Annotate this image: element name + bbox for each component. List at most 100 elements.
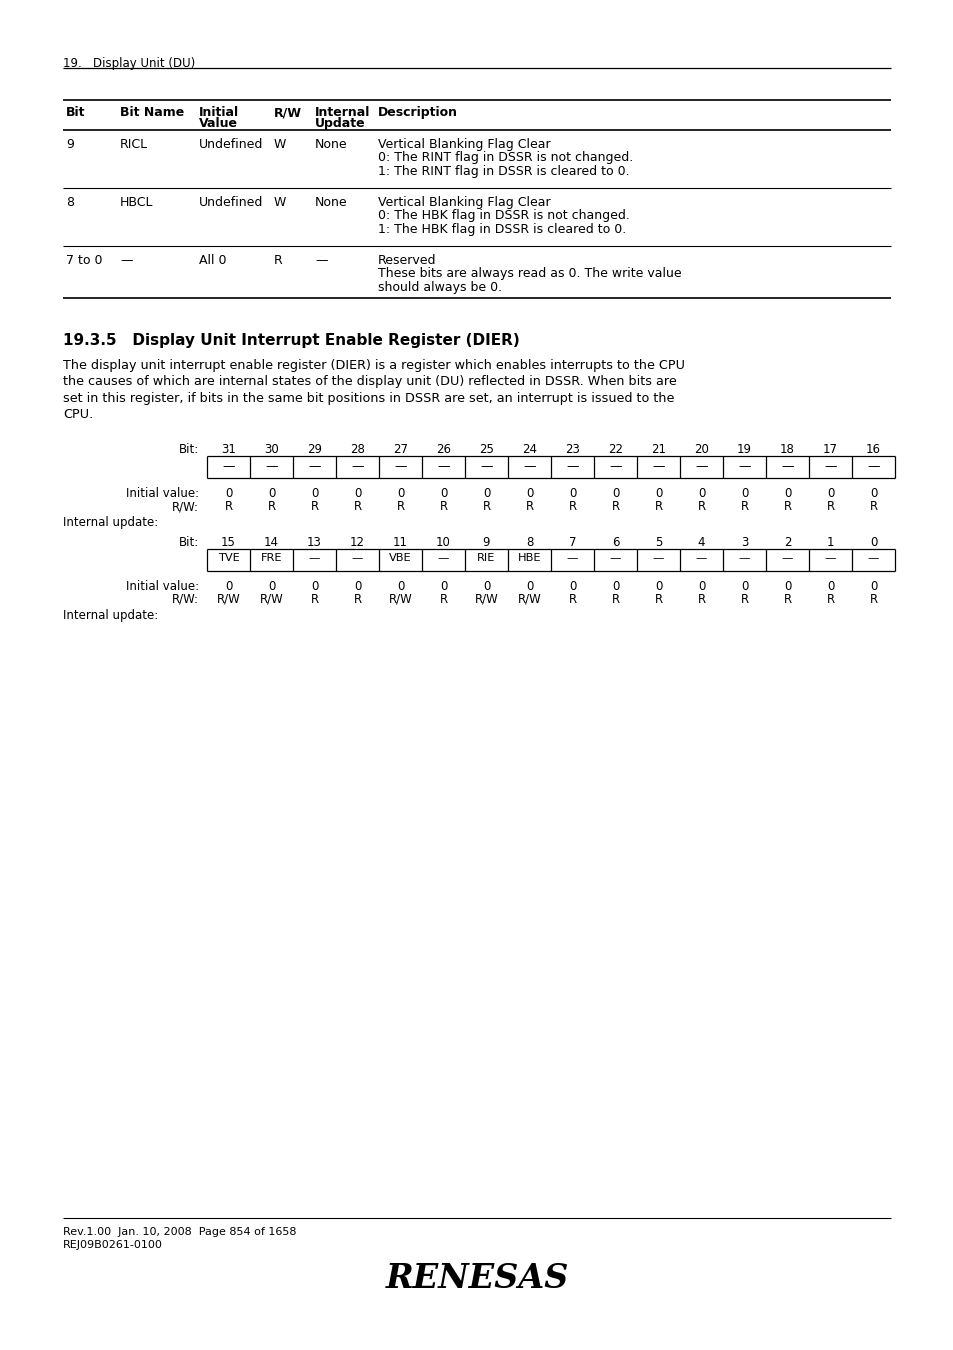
Text: 29: 29 (307, 443, 322, 456)
Text: 9: 9 (482, 536, 490, 549)
Text: R: R (353, 500, 361, 513)
Text: 0: 0 (354, 487, 361, 500)
Text: 24: 24 (521, 443, 537, 456)
Text: R: R (654, 593, 662, 606)
Text: Internal update:: Internal update: (63, 609, 158, 622)
Text: Value: Value (199, 117, 237, 130)
Text: 0: 0 (869, 487, 876, 500)
Text: Undefined: Undefined (199, 138, 263, 151)
Text: R: R (611, 500, 618, 513)
Text: 18: 18 (780, 443, 794, 456)
Text: Internal: Internal (314, 107, 370, 119)
Text: Vertical Blanking Flag Clear: Vertical Blanking Flag Clear (377, 138, 550, 151)
Text: 0: 0 (439, 580, 447, 593)
Text: —: — (609, 460, 621, 472)
Text: —: — (120, 254, 132, 267)
Text: 0: 0 (225, 487, 232, 500)
Text: —: — (309, 554, 320, 563)
Text: 26: 26 (436, 443, 451, 456)
Text: 8: 8 (525, 536, 533, 549)
Text: HBCL: HBCL (120, 196, 153, 209)
Text: 11: 11 (393, 536, 408, 549)
Text: REJ09B0261-0100: REJ09B0261-0100 (63, 1241, 163, 1250)
Text: R: R (825, 500, 834, 513)
Text: 0: 0 (525, 487, 533, 500)
Text: —: — (308, 460, 320, 472)
Text: W: W (274, 138, 286, 151)
Text: 13: 13 (307, 536, 321, 549)
Text: R/W: R/W (274, 107, 302, 119)
Text: 17: 17 (822, 443, 837, 456)
Text: —: — (695, 554, 706, 563)
Text: 0: 0 (268, 487, 274, 500)
Text: 0: 0 (740, 487, 747, 500)
Text: Bit: Bit (66, 107, 86, 119)
Text: —: — (609, 554, 620, 563)
Text: R: R (568, 593, 576, 606)
Text: 14: 14 (264, 536, 278, 549)
Text: R: R (697, 500, 705, 513)
Text: R: R (868, 500, 877, 513)
Text: Rev.1.00  Jan. 10, 2008  Page 854 of 1658: Rev.1.00 Jan. 10, 2008 Page 854 of 1658 (63, 1227, 296, 1237)
Text: —: — (222, 460, 234, 472)
Text: 0: 0 (826, 487, 833, 500)
Text: None: None (314, 196, 347, 209)
Text: R/W: R/W (475, 593, 497, 606)
Text: R: R (825, 593, 834, 606)
Text: —: — (479, 460, 493, 472)
Text: 27: 27 (393, 443, 408, 456)
Text: —: — (824, 554, 836, 563)
Text: 2: 2 (783, 536, 790, 549)
Text: —: — (738, 554, 749, 563)
Text: R: R (782, 500, 791, 513)
Text: —: — (823, 460, 836, 472)
Text: HBE: HBE (517, 554, 540, 563)
Text: 0: 0 (654, 487, 661, 500)
Text: 22: 22 (607, 443, 622, 456)
Text: —: — (652, 554, 663, 563)
Text: 0: The HBK flag in DSSR is not changed.: 0: The HBK flag in DSSR is not changed. (377, 209, 629, 223)
Text: R: R (353, 593, 361, 606)
Text: 0: 0 (869, 536, 876, 549)
Text: 0: 0 (869, 580, 876, 593)
Text: 0: 0 (611, 487, 618, 500)
Text: R: R (868, 593, 877, 606)
Text: —: — (781, 460, 793, 472)
Text: FRE: FRE (260, 554, 282, 563)
Text: —: — (566, 460, 578, 472)
Text: 4: 4 (697, 536, 704, 549)
Text: 3: 3 (740, 536, 747, 549)
Text: 12: 12 (350, 536, 365, 549)
Text: —: — (781, 554, 792, 563)
Text: None: None (314, 138, 347, 151)
Text: R/W: R/W (388, 593, 412, 606)
Text: 0: 0 (826, 580, 833, 593)
Text: Initial value:: Initial value: (126, 580, 199, 593)
Text: 0: 0 (740, 580, 747, 593)
Text: RICL: RICL (120, 138, 148, 151)
Text: 30: 30 (264, 443, 278, 456)
Text: 23: 23 (564, 443, 579, 456)
Text: R: R (611, 593, 618, 606)
Text: VBE: VBE (389, 554, 412, 563)
Text: 0: 0 (396, 580, 404, 593)
Text: 10: 10 (436, 536, 451, 549)
Text: 21: 21 (650, 443, 665, 456)
Text: 19.3.5   Display Unit Interrupt Enable Register (DIER): 19.3.5 Display Unit Interrupt Enable Reg… (63, 333, 519, 348)
Text: the causes of which are internal states of the display unit (DU) reflected in DS: the causes of which are internal states … (63, 375, 676, 389)
Text: 0: 0 (654, 580, 661, 593)
Text: 0: 0 (225, 580, 232, 593)
Text: R: R (439, 593, 447, 606)
Text: R: R (740, 593, 748, 606)
Text: R: R (482, 500, 490, 513)
Text: The display unit interrupt enable register (DIER) is a register which enables in: The display unit interrupt enable regist… (63, 359, 684, 373)
Text: Initial value:: Initial value: (126, 487, 199, 500)
Text: 15: 15 (221, 536, 235, 549)
Text: R: R (568, 500, 576, 513)
Text: 1: 1 (826, 536, 833, 549)
Text: 0: 0 (482, 580, 490, 593)
Text: R/W:: R/W: (172, 500, 199, 513)
Text: 0: 0 (439, 487, 447, 500)
Text: —: — (394, 460, 406, 472)
Text: 0: 0 (311, 487, 318, 500)
